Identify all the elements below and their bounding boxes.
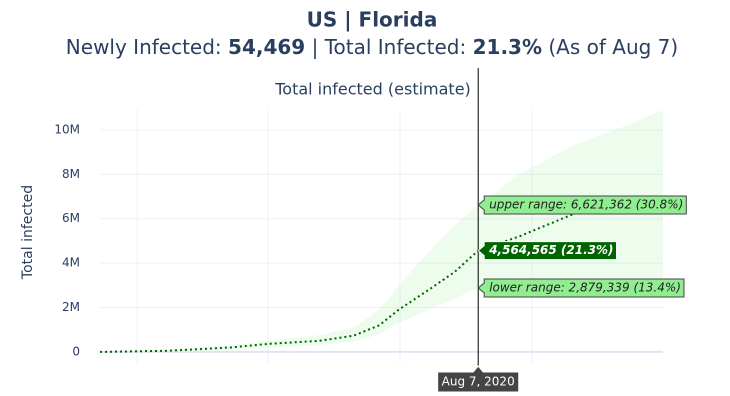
hover-box [477, 241, 618, 261]
hover-text: 4,564,565 (21.3%) [488, 243, 613, 257]
x-hover-label: Aug 7, 2020 [437, 365, 520, 393]
hover-label: 4,564,565 (21.3%) [477, 241, 618, 261]
confidence-band [100, 110, 663, 352]
hover-text: lower range: 2,879,339 (13.4%) [489, 281, 681, 295]
subtitle-part: (As of Aug 7) [548, 35, 678, 59]
chart-title: US | Florida [307, 8, 438, 32]
subtitle-part: | Total Infected: [312, 35, 467, 59]
y-axis-title: Total infected [20, 185, 36, 280]
plot-title: Total infected (estimate) [274, 80, 471, 99]
subtitle-part: Newly Infected: [66, 35, 222, 59]
chart-subtitle: Newly Infected: 54,469 | Total Infected:… [66, 35, 678, 59]
y-tick-label: 0 [72, 344, 80, 358]
hover-box [477, 278, 685, 298]
x-hover-box [437, 365, 520, 393]
y-tick-label: 8M [62, 167, 80, 181]
y-tick-label: 6M [62, 211, 80, 225]
subtitle-part: 54,469 [228, 35, 305, 59]
hover-label: upper range: 6,621,362 (30.8%) [477, 195, 687, 215]
hover-text: upper range: 6,621,362 (30.8%) [489, 197, 683, 211]
hover-label: lower range: 2,879,339 (13.4%) [477, 278, 685, 298]
y-tick-label: 4M [62, 256, 80, 270]
subtitle-part: 21.3% [473, 35, 542, 59]
hover-box [477, 195, 687, 215]
y-tick-label: 2M [62, 300, 80, 314]
x-hover-text: Aug 7, 2020 [442, 375, 515, 389]
y-tick-label: 10M [54, 122, 80, 136]
x-grid [136, 110, 533, 363]
